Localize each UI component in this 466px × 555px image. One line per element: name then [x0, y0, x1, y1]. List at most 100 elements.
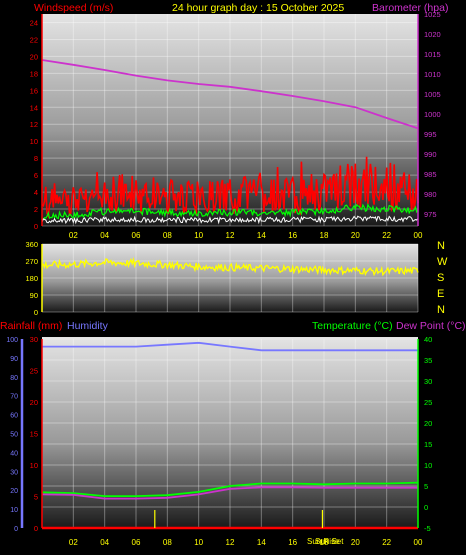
dewpoint-axis-label: Dew Point (°C): [396, 320, 466, 332]
x-tick-label: 22: [382, 538, 391, 547]
wind-y-tick: 16: [30, 86, 38, 95]
wind-y-tick: 14: [30, 103, 38, 112]
compass-n-top: N: [437, 240, 445, 252]
temp-y-tick: 40: [424, 335, 432, 344]
barometer-axis-label: Barometer (hpa): [372, 2, 448, 14]
rain-y-tick: 30: [30, 335, 38, 344]
rain-y-tick: 10: [30, 461, 38, 470]
x-tick-label: 14: [257, 538, 266, 547]
humidity-y-tick: 50: [10, 432, 18, 439]
direction-panel-background: [42, 244, 418, 312]
compass-e: E: [437, 288, 444, 300]
direction-panel-series: [41, 257, 419, 277]
direction-panel-grid: [42, 243, 419, 313]
rainfall-axis-label: Rainfall (mm): [0, 320, 62, 332]
x-tick-label: 12: [226, 538, 235, 547]
baro-y-tick: 980: [424, 190, 437, 199]
humidity-y-tick: 80: [10, 375, 18, 382]
x-tick-label: 04: [100, 538, 109, 547]
temperature-axis-label: Temperature (°C): [312, 320, 393, 332]
dewpoint-series: [41, 486, 418, 500]
temp-panel-series: [41, 341, 419, 530]
barometer-series: [41, 59, 419, 130]
wind-y-tick: 18: [30, 69, 38, 78]
humidity-axis-label: Humidity: [67, 320, 109, 332]
x-tick-label: 00: [414, 538, 423, 547]
humidity-y-tick: 100: [6, 337, 18, 344]
baro-y-tick: 995: [424, 130, 437, 139]
baro-y-tick: 1015: [424, 50, 441, 59]
windspeed-average-series: [41, 202, 419, 220]
direction-y-tick: 270: [25, 257, 38, 266]
axes: 0246810121416182022249759809859909951000…: [6, 10, 440, 547]
humidity-series: [42, 341, 418, 352]
x-tick-label: 00: [414, 231, 423, 240]
x-tick-label: 20: [351, 538, 360, 547]
rain-y-tick: 5: [34, 493, 38, 502]
temp-y-tick: 15: [424, 440, 432, 449]
direction-y-tick: 0: [34, 308, 38, 317]
page-title: 24 hour graph day : 15 October 2025: [172, 2, 344, 14]
humidity-y-tick: 20: [10, 488, 18, 495]
rain-y-tick: 20: [30, 398, 38, 407]
baro-y-tick: 1025: [424, 10, 441, 19]
temperature-series: [41, 481, 419, 497]
rain-y-tick: 25: [30, 367, 38, 376]
temp-y-tick: 30: [424, 377, 432, 386]
humidity-y-tick: 30: [10, 469, 18, 476]
sunset-label: Sun Set: [315, 537, 344, 546]
wind-y-tick: 6: [34, 171, 38, 180]
x-tick-label: 08: [163, 231, 172, 240]
x-tick-label: 02: [69, 538, 78, 547]
x-tick-label: 18: [320, 538, 329, 547]
windspeed-axis-label: Windspeed (m/s): [34, 2, 113, 14]
x-tick-label: 16: [288, 538, 297, 547]
wind-y-tick: 8: [34, 154, 38, 163]
x-tick-label: 10: [194, 231, 203, 240]
compass-w: W: [437, 256, 448, 268]
wind-y-tick: 24: [30, 18, 38, 27]
temp-y-tick: 5: [424, 482, 428, 491]
wind-y-tick: 10: [30, 137, 38, 146]
x-tick-label: 22: [382, 231, 391, 240]
wind-direction-series: [41, 257, 419, 277]
wind-y-tick: 4: [34, 188, 38, 197]
x-tick-label: 20: [351, 231, 360, 240]
temp-y-tick: 0: [424, 503, 428, 512]
x-tick-label: 06: [132, 231, 141, 240]
windspeed-gust-series: [41, 156, 419, 219]
temp-y-tick: -5: [424, 524, 431, 533]
wind-y-tick: 22: [30, 35, 38, 44]
baro-y-tick: 1010: [424, 70, 441, 79]
temp-y-tick: 35: [424, 356, 432, 365]
humidity-y-tick: 10: [10, 507, 18, 514]
baro-y-tick: 1000: [424, 110, 441, 119]
x-tick-label: 12: [226, 231, 235, 240]
wind-panel-series: [41, 59, 419, 225]
x-tick-label: 08: [163, 538, 172, 547]
wind-y-tick: 2: [34, 205, 38, 214]
humidity-y-tick: 0: [14, 526, 18, 533]
windspeed-low-series: [41, 215, 419, 225]
x-tick-label: 10: [194, 538, 203, 547]
humidity-y-tick: 40: [10, 450, 18, 457]
x-tick-label: 16: [288, 231, 297, 240]
wind-y-tick: 20: [30, 52, 38, 61]
rain-y-tick: 15: [30, 430, 38, 439]
direction-y-tick: 360: [25, 240, 38, 249]
compass-n-bottom: N: [437, 304, 445, 316]
direction-y-tick: 90: [30, 291, 38, 300]
x-tick-label: 04: [100, 231, 109, 240]
baro-y-tick: 1020: [424, 30, 441, 39]
x-tick-label: 02: [69, 231, 78, 240]
x-tick-label: 18: [320, 231, 329, 240]
baro-y-tick: 990: [424, 150, 437, 159]
baro-y-tick: 985: [424, 170, 437, 179]
wind-y-tick: 12: [30, 120, 38, 129]
temp-y-tick: 10: [424, 461, 432, 470]
wind-y-tick: 0: [34, 222, 38, 231]
baro-y-tick: 1005: [424, 90, 441, 99]
rain-y-tick: 0: [34, 524, 38, 533]
